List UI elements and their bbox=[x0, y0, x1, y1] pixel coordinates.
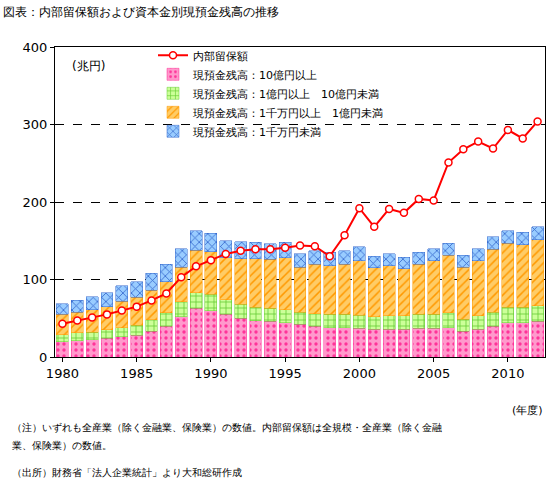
svg-text:0: 0 bbox=[39, 350, 47, 365]
svg-text:400: 400 bbox=[23, 40, 48, 55]
svg-text:(年度): (年度) bbox=[512, 404, 543, 417]
svg-text:2010: 2010 bbox=[491, 366, 524, 381]
svg-text:図表：内部留保額および資本金別現預金残高の推移: 図表：内部留保額および資本金別現預金残高の推移 bbox=[3, 5, 279, 19]
svg-text:200: 200 bbox=[23, 195, 48, 210]
svg-text:内部留保額: 内部留保額 bbox=[193, 50, 248, 63]
svg-text:1990: 1990 bbox=[194, 366, 227, 381]
svg-text:（出所）財務省「法人企業統計」より大和総研作成: （出所）財務省「法人企業統計」より大和総研作成 bbox=[12, 467, 242, 478]
svg-text:現預金残高：10億円以上: 現預金残高：10億円以上 bbox=[193, 69, 317, 82]
svg-text:(兆円): (兆円) bbox=[72, 59, 105, 73]
svg-text:2000: 2000 bbox=[343, 366, 376, 381]
svg-text:（注）いずれも全産業（除く金融業、保険業）の数値。内部留保額: （注）いずれも全産業（除く金融業、保険業）の数値。内部留保額は全規模・全産業（除… bbox=[12, 422, 442, 434]
svg-text:300: 300 bbox=[23, 117, 48, 132]
svg-text:2005: 2005 bbox=[417, 366, 450, 381]
svg-text:現預金残高：1億円以上 10億円未満: 現預金残高：1億円以上 10億円未満 bbox=[193, 88, 379, 101]
svg-text:業、保険業）の数値。: 業、保険業）の数値。 bbox=[12, 440, 112, 451]
svg-text:現預金残高：1千万円未満: 現預金残高：1千万円未満 bbox=[193, 126, 321, 139]
svg-text:現預金残高：1千万円以上 1億円未満: 現預金残高：1千万円以上 1億円未満 bbox=[193, 107, 383, 120]
svg-text:100: 100 bbox=[23, 272, 48, 287]
svg-text:1985: 1985 bbox=[120, 366, 153, 381]
svg-text:1980: 1980 bbox=[46, 366, 79, 381]
svg-text:1995: 1995 bbox=[269, 366, 302, 381]
